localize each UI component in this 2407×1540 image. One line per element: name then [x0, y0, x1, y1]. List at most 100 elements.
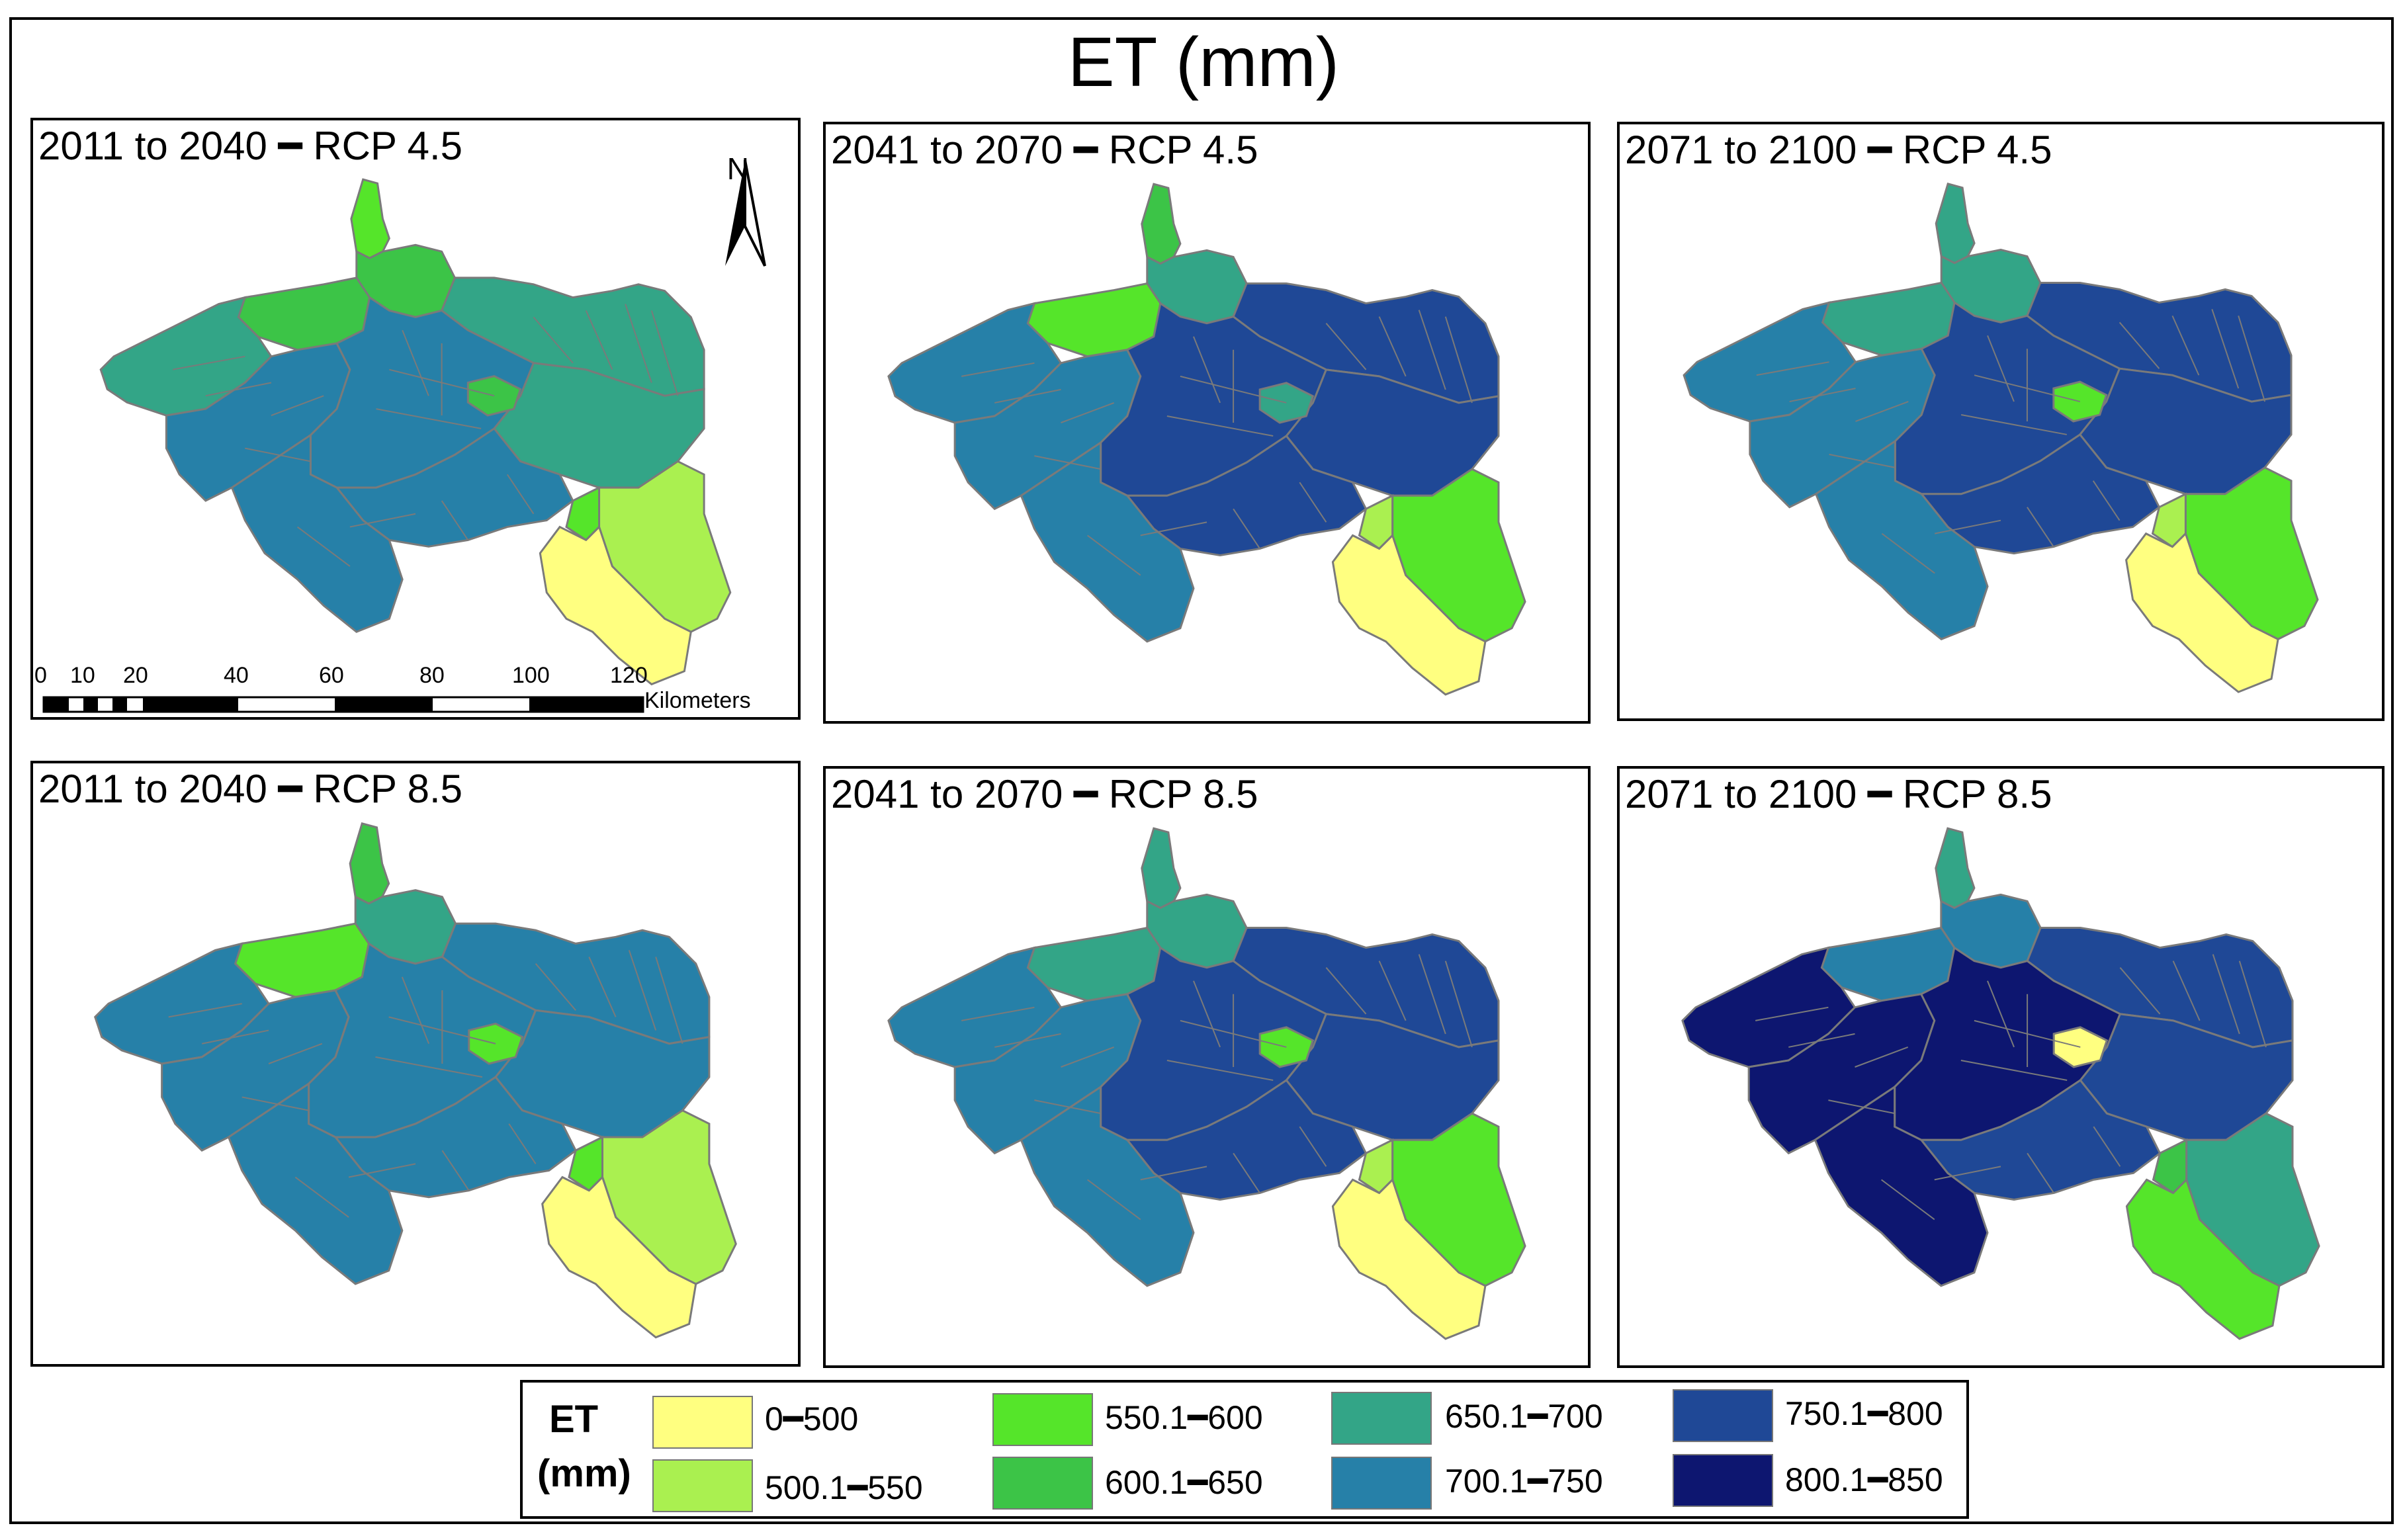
subbasin-boundary — [2027, 507, 2054, 548]
subbasin-boundary — [1880, 1179, 1935, 1220]
subbasin-boundary — [1086, 535, 1141, 576]
legend-label: 650.1━700 — [1445, 1398, 1603, 1435]
subbasin-boundary — [1140, 521, 1207, 536]
subbasin-boundary — [2093, 1126, 2121, 1167]
subbasin-sx — [2124, 531, 2279, 693]
subbasin-boundary — [1034, 455, 1101, 470]
subbasin-boundary — [588, 957, 617, 1017]
subbasin-sx — [1331, 533, 1487, 696]
subbasin-s — [230, 433, 404, 633]
subbasin-boundary — [585, 310, 613, 370]
subbasin-boundary — [1756, 361, 1829, 376]
subbasin-boundary — [1325, 967, 1367, 1015]
subbasin-boundary — [2027, 1152, 2055, 1193]
legend-label: 800.1━850 — [1785, 1461, 1943, 1498]
legend-label: 0━500 — [765, 1400, 859, 1437]
subbasin-boundary — [294, 1176, 349, 1218]
subbasin-boundary — [1140, 1166, 1207, 1181]
subbasin-n — [1141, 827, 1182, 910]
subbasin-w — [1681, 946, 1857, 1068]
legend-label: 550.1━600 — [1105, 1399, 1263, 1436]
subbasin-boundary — [1086, 1179, 1141, 1220]
subbasin-boundary — [533, 316, 574, 364]
subbasin-s — [1814, 439, 1989, 640]
watershed-map — [99, 178, 732, 686]
subbasin-boundary — [1444, 961, 1473, 1048]
legend-title: ET — [548, 1398, 599, 1441]
subbasin-w — [1683, 301, 1857, 423]
scale-tick: 100 — [512, 663, 550, 688]
subbasin-sp — [2052, 380, 2108, 423]
watershed-map — [1681, 827, 2320, 1340]
subbasin-boundary — [1755, 1006, 1829, 1021]
subbasin-boundary — [375, 1056, 483, 1078]
subbasin-boundary — [2238, 316, 2266, 402]
panel-label: 2041 to 2070 ━ RCP 8.5 — [831, 772, 1258, 816]
panel-label: 2071 to 2100 ━ RCP 8.5 — [1625, 772, 2052, 816]
legend-label: 500.1━550 — [765, 1469, 923, 1506]
subbasin-boundary — [245, 447, 311, 462]
legend-swatch — [1331, 1392, 1432, 1445]
panel-label: 2011 to 2040 ━ RCP 4.5 — [38, 124, 463, 168]
watershed-map — [1683, 182, 2319, 693]
subbasin-boundary — [1418, 310, 1446, 390]
subbasin-boundary — [1233, 1152, 1261, 1193]
legend: ET (mm) 0━500 500.1━550 550.1━600 600.1━… — [520, 1380, 1969, 1519]
map-panel-2071-2100-rcp85: 2071 to 2100 ━ RCP 8.5 — [1617, 766, 2385, 1368]
figure-title: ET (mm) — [1067, 23, 1340, 101]
subbasin-boundary — [1166, 415, 1274, 437]
subbasin-boundary — [271, 395, 324, 416]
subbasin-n — [1141, 183, 1182, 265]
legend-swatch — [1331, 1457, 1432, 1510]
legend-title-unit: (mm) — [537, 1452, 631, 1495]
subbasin-boundary — [2172, 961, 2201, 1021]
subbasin-boundary — [2119, 967, 2161, 1015]
subbasin-boundary — [625, 304, 652, 383]
subbasin-boundary — [1881, 533, 1935, 574]
subbasin-boundary — [1233, 508, 1261, 549]
subbasin-boundary — [296, 526, 351, 567]
scale-bar-graphic — [42, 696, 644, 713]
scale-unit: Kilometers — [644, 688, 751, 713]
legend-swatch — [652, 1396, 753, 1449]
subbasin-boundary — [1061, 402, 1115, 423]
subbasin-boundary — [994, 1033, 1061, 1048]
subbasin-boundary — [535, 963, 576, 1011]
subbasin-boundary — [201, 1029, 269, 1045]
subbasin-boundary — [1166, 1059, 1274, 1082]
figure-frame — [9, 17, 2394, 1524]
legend-label: 750.1━800 — [1785, 1395, 1943, 1432]
subbasin-boundary — [508, 1123, 537, 1164]
subbasin-boundary — [1444, 316, 1473, 404]
subbasin-boundary — [2211, 309, 2240, 389]
subbasin-boundary — [1855, 1046, 1909, 1068]
legend-swatch — [652, 1459, 753, 1512]
subbasin-boundary — [241, 1096, 309, 1111]
panel-label: 2071 to 2100 ━ RCP 4.5 — [1625, 128, 2052, 172]
subbasin-boundary — [376, 408, 482, 429]
subbasin-boundary — [441, 500, 469, 540]
watershed-map — [887, 183, 1526, 696]
subbasin-boundary — [1299, 1126, 1327, 1167]
north-arrow-icon — [725, 159, 766, 267]
watershed-map — [94, 822, 737, 1339]
watershed-map — [887, 827, 1526, 1340]
subbasin-boundary — [650, 310, 679, 396]
subbasin-boundary — [348, 1163, 416, 1178]
subbasin-boundary — [1378, 961, 1407, 1021]
subbasin-boundary — [1789, 388, 1856, 403]
subbasin-boundary — [268, 1043, 323, 1064]
subbasin-boundary — [1788, 1033, 1855, 1048]
subbasin-boundary — [2212, 954, 2240, 1035]
subbasin-boundary — [1960, 1059, 2068, 1082]
subbasin-n — [1935, 182, 1976, 265]
subbasin-boundary — [205, 382, 272, 397]
subbasin-s — [227, 1082, 404, 1285]
subbasin-n — [349, 822, 390, 905]
subbasin-boundary — [1935, 519, 2001, 535]
legend-label: 700.1━750 — [1445, 1463, 1603, 1500]
subbasin-boundary — [1299, 482, 1327, 523]
legend-swatch — [1673, 1454, 1773, 1507]
subbasin-sx — [541, 1175, 697, 1339]
scale-tick: 60 — [319, 663, 344, 688]
